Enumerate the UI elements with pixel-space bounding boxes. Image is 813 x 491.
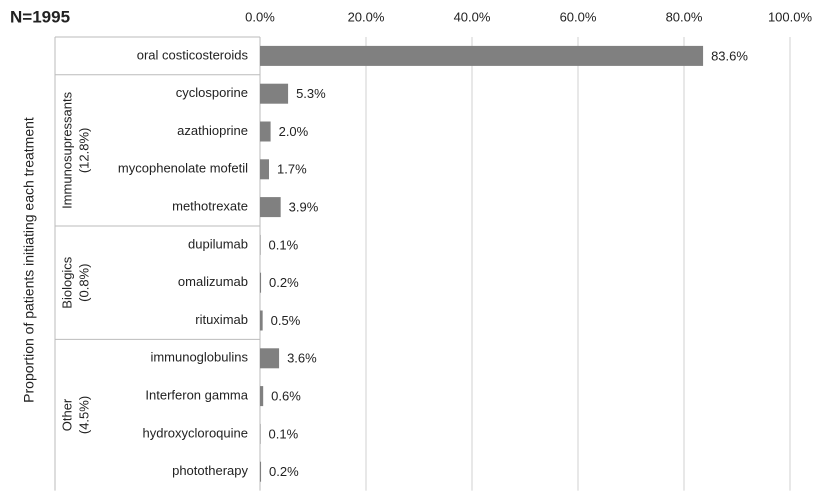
y-axis-title: Proportion of patients initiating each t… bbox=[21, 117, 37, 403]
value-label: 0.2% bbox=[269, 275, 299, 290]
bar bbox=[260, 386, 264, 407]
group-label: Biologics bbox=[59, 256, 74, 309]
group-share: (4.5%) bbox=[76, 396, 91, 434]
bar bbox=[260, 83, 289, 104]
value-label: 0.1% bbox=[269, 237, 299, 252]
group-share: (0.8%) bbox=[76, 264, 91, 302]
group-label: Other bbox=[59, 398, 74, 431]
x-tick-label: 60.0% bbox=[560, 9, 597, 24]
value-label: 3.6% bbox=[287, 351, 317, 366]
y-tick-label: immunoglobulins bbox=[150, 350, 248, 365]
value-label: 3.9% bbox=[289, 200, 319, 215]
y-tick-label: oral costicosteroids bbox=[137, 47, 249, 62]
value-label: 5.3% bbox=[296, 86, 326, 101]
y-tick-label: Interferon gamma bbox=[145, 388, 248, 403]
value-label: 0.5% bbox=[271, 313, 301, 328]
bar bbox=[260, 121, 271, 142]
bar bbox=[260, 461, 262, 482]
bar bbox=[260, 348, 280, 369]
bar bbox=[260, 197, 281, 218]
group-label: Immunosupressants bbox=[59, 91, 74, 209]
bar bbox=[260, 45, 704, 66]
x-tick-label: 20.0% bbox=[348, 9, 385, 24]
x-tick-label: 40.0% bbox=[454, 9, 491, 24]
x-tick-label: 80.0% bbox=[666, 9, 703, 24]
y-tick-label: cyclosporine bbox=[176, 85, 248, 100]
sample-size: N=1995 bbox=[10, 7, 70, 26]
bar bbox=[260, 234, 261, 255]
bar bbox=[260, 272, 262, 293]
y-tick-label: methotrexate bbox=[172, 199, 248, 214]
bar bbox=[260, 310, 263, 331]
value-label: 2.0% bbox=[279, 124, 309, 139]
bar bbox=[260, 159, 270, 180]
y-tick-label: azathioprine bbox=[177, 123, 248, 138]
value-label: 0.6% bbox=[271, 389, 301, 404]
y-tick-label: phototherapy bbox=[172, 463, 248, 478]
y-tick-label: omalizumab bbox=[178, 274, 248, 289]
bar bbox=[260, 423, 261, 444]
y-tick-label: dupilumab bbox=[188, 236, 248, 251]
y-tick-label: hydroxycloroquine bbox=[142, 425, 248, 440]
value-label: 1.7% bbox=[277, 162, 307, 177]
value-label: 83.6% bbox=[711, 48, 748, 63]
y-tick-label: rituximab bbox=[195, 312, 248, 327]
value-label: 0.2% bbox=[269, 464, 299, 479]
x-tick-label: 0.0% bbox=[245, 9, 275, 24]
value-label: 0.1% bbox=[269, 426, 299, 441]
x-tick-label: 100.0% bbox=[768, 9, 813, 24]
group-share: (12.8%) bbox=[76, 128, 91, 174]
y-tick-label: mycophenolate mofetil bbox=[118, 161, 248, 176]
